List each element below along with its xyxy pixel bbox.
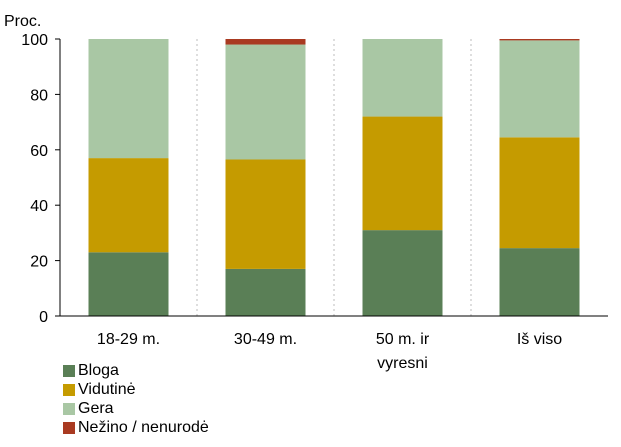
legend-swatch <box>63 421 75 434</box>
y-tick-label: 40 <box>30 198 48 215</box>
legend-swatch <box>63 402 75 415</box>
legend-swatch <box>63 383 75 396</box>
x-tick-label: Iš viso <box>517 331 562 348</box>
legend-item: Bloga <box>63 361 209 380</box>
y-tick-label: 60 <box>30 143 48 160</box>
bar-segment <box>499 39 580 41</box>
bar-segment <box>225 159 306 269</box>
bar-segment <box>88 39 169 159</box>
bar-segment <box>499 137 580 249</box>
bar-segment <box>225 39 306 45</box>
y-tick-label: 20 <box>30 254 48 271</box>
legend-item: Nežino / nenurodė <box>63 418 209 437</box>
bar-segment <box>362 39 443 117</box>
grid-lines <box>196 39 472 316</box>
legend-item: Gera <box>63 399 209 418</box>
bar-segment <box>362 230 443 316</box>
legend-label: Gera <box>78 400 114 417</box>
y-tick-labels: 0 20 40 60 80 100 <box>21 32 48 326</box>
bars <box>88 39 580 316</box>
legend-label: Nežino / nenurodė <box>78 419 209 436</box>
bar-segment <box>499 40 580 138</box>
legend-swatch <box>63 364 75 377</box>
axes <box>55 38 608 317</box>
x-tick-label: 50 m. ir vyresni <box>376 331 430 372</box>
legend-label: Bloga <box>78 362 119 379</box>
bar-segment <box>225 44 306 160</box>
x-tick-label: 18-29 m. <box>97 331 160 348</box>
legend: Bloga Vidutinė Gera Nežino / nenurodė <box>63 361 209 437</box>
bar-segment <box>499 248 580 316</box>
bar-segment <box>225 268 306 316</box>
bar-segment <box>362 116 443 231</box>
y-tick-label: 0 <box>39 309 48 326</box>
y-tick-label: 80 <box>30 87 48 104</box>
legend-label: Vidutinė <box>78 381 136 398</box>
x-tick-labels: 18-29 m. 30-49 m. 50 m. ir vyresni Iš viso <box>97 331 562 372</box>
legend-item: Vidutinė <box>63 380 209 399</box>
y-axis-label: Proc. <box>4 13 41 30</box>
y-tick-label: 100 <box>21 32 48 49</box>
bar-segment <box>88 158 169 253</box>
x-tick-label: 30-49 m. <box>234 331 297 348</box>
bar-segment <box>88 252 169 316</box>
